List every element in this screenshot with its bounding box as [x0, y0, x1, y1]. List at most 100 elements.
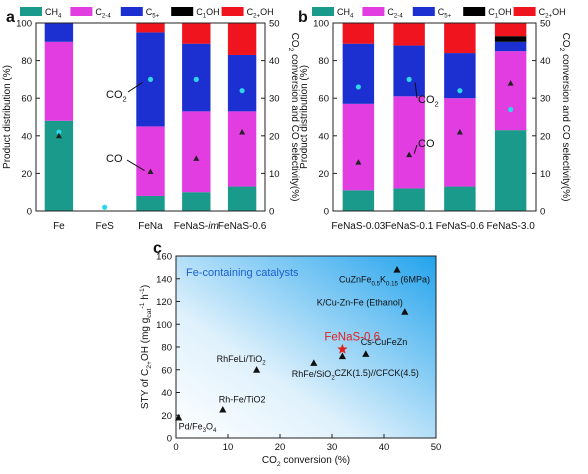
bar-fenas-0-1-c5: [393, 45, 425, 97]
panel-b-chart: FeNaS-0.03 FeNaS-0.1 FeNaS-0.6 FeNaS-3.0 0 20…: [299, 19, 571, 233]
y-tick-label: 0: [167, 434, 172, 445]
x-tick-label: 0: [173, 442, 178, 453]
y2-tick-label: 20: [540, 131, 551, 142]
legend-swatch-ch4: [20, 7, 42, 16]
legend-label-c1oh: C1OH: [196, 7, 219, 20]
bar-fenas-3-0-c5: [494, 41, 527, 52]
scatter-point-rhfe-sio2: [310, 359, 318, 366]
y-tick-label: 40: [318, 131, 329, 142]
scatter-plot-area: [175, 255, 437, 439]
annotation-co2-b: CO2: [418, 94, 439, 108]
co-marker-fenas-im: [193, 155, 200, 161]
y2-tick-label: 50: [540, 19, 551, 30]
co-marker-fenas-0-6: [239, 129, 246, 135]
y2-tick-label: 10: [540, 169, 551, 180]
co-marker-fenas-0-6: [456, 129, 463, 135]
bar-fenas-0-03-c2-oh: [342, 23, 375, 44]
co-marker-fenas-0-03: [355, 159, 362, 165]
scatter-point-label-rhfe-sio2: RhFe/SiO2: [292, 369, 336, 382]
annotation-co2-a: CO2: [106, 89, 127, 103]
co2-marker-fenas-3-0: [508, 106, 514, 113]
y-tick-label: 40: [21, 131, 32, 142]
y2-tick-label: 20: [269, 131, 280, 142]
y-tick-label: 60: [318, 94, 329, 105]
legend-label-c2-4: C2-4: [95, 7, 111, 20]
x-tick-label: 10: [223, 442, 234, 453]
bar-fenas-0-6-ch4: [444, 186, 476, 211]
legend-panel-b: CH4 C2-4 C5+ C1OH C2+OH: [312, 7, 566, 20]
highlight-star-icon: [337, 343, 348, 354]
y-tick-label: 0: [27, 207, 32, 218]
bar-fenas-0-6-c2-oh: [227, 23, 257, 55]
y-tick-label: 80: [318, 56, 329, 67]
x-axis-label: CO2 conversion (%): [262, 455, 350, 468]
scatter-point-label-cs-cufezn: Cs-CuFeZn: [361, 337, 408, 347]
annotation-arrow-co2-b: [414, 82, 418, 99]
scatter-point-label-czk-1-5-cfck-4-5: CZK(1.5)//CFCK(4.5): [334, 368, 419, 378]
category-label-fenas-3-0: FeNaS-3.0: [486, 221, 535, 232]
legend-swatch-c5: [412, 7, 435, 16]
legend-label-c5: C5+: [146, 7, 160, 20]
legend-swatch-c5: [120, 7, 143, 16]
scatter-point-label-rh-fe-tio2: Rh-Fe/TiO2: [219, 395, 266, 405]
co2-marker-fes: [102, 204, 108, 210]
scatter-point-label-rhfeli-tio2: RhFeLi/TiO2: [217, 354, 267, 367]
y-tick-label: 20: [21, 169, 32, 180]
category-label-fena: FeNa: [138, 221, 163, 232]
scatter-point-cs-cufezn: [362, 350, 370, 357]
scatter-point-czk-1-5-cfck-4-5: [338, 352, 346, 360]
co-marker-fenas-0-1: [406, 151, 413, 158]
y2-tick-label: 30: [540, 94, 551, 105]
legend-label-c2-4: C2-4: [387, 7, 403, 20]
bar-fena-c2-4: [136, 126, 165, 196]
bar-fenas-3-0-ch4: [494, 130, 527, 211]
x-tick-label: 50: [431, 442, 442, 453]
bar-fenas-0-03-ch4: [342, 190, 375, 211]
annotation-arrow-co-b: [413, 144, 418, 154]
co2-marker-fe: [56, 129, 62, 135]
bar-fenas-0-1-c2-oh: [393, 23, 425, 46]
y-tick-label: 20: [318, 169, 329, 180]
plot-frame: [332, 22, 537, 212]
co-marker-fena: [147, 168, 154, 175]
legend-label-c1oh: C1OH: [488, 7, 511, 20]
y-tick-label: 20: [161, 411, 172, 422]
y-tick-label: 120: [156, 297, 172, 308]
category-label-fenas-0-03: FeNaS-0.03: [331, 221, 385, 232]
bar-fenas-0-6-c2-oh: [444, 23, 476, 54]
y2-tick-label: 0: [269, 207, 274, 218]
category-label-fe: Fe: [53, 221, 65, 232]
bar-fena-c2-oh: [136, 23, 165, 33]
legend-swatch-c2-oh: [513, 7, 536, 16]
legend-swatch-c2-4: [70, 7, 93, 16]
bar-fe-c2-4: [44, 41, 74, 121]
y-tick-label: 160: [156, 252, 172, 263]
co2-marker-fenas-0-6: [457, 88, 463, 94]
category-label-fes: FeS: [96, 221, 115, 232]
legend-swatch-ch4: [312, 7, 334, 16]
legend-label-c2-oh: C2+OH: [539, 7, 566, 20]
scatter-point-rhfeli-tio2: [253, 366, 261, 373]
bar-fenas-3-0-c1oh: [494, 36, 527, 42]
legend-swatch-c1oh: [463, 7, 486, 16]
bar-fenas-0-6-c5: [227, 54, 257, 112]
y-axis-label: STY of C2+OH (mg gcat-1 h-1): [139, 285, 153, 409]
bar-fenas-0-03-c2-4: [342, 103, 375, 191]
panel-label-b: b: [298, 9, 308, 26]
y-tick-label: 100: [156, 320, 172, 331]
scatter-plot-title: Fe-containing catalysts: [186, 267, 299, 279]
panel-label-c: c: [153, 240, 162, 257]
co-marker-fenas-3-0: [507, 80, 514, 86]
bar-fenas-0-6-ch4: [227, 186, 257, 211]
bar-fenas-0-1-c2-4: [393, 96, 425, 189]
y2-tick-label: 0: [540, 207, 545, 218]
y-tick-label: 40: [161, 388, 172, 399]
y-axis-label: Product distribution (%): [2, 65, 13, 169]
x-tick-label: 30: [327, 442, 338, 453]
legend-label-ch4: CH4: [45, 7, 62, 20]
y-tick-label: 60: [161, 365, 172, 376]
co2-marker-fena: [147, 76, 154, 82]
co-marker-fe: [55, 132, 62, 139]
y-tick-label: 80: [161, 343, 172, 354]
category-label-fenas-0-6: FeNaS-0.6: [218, 221, 267, 232]
